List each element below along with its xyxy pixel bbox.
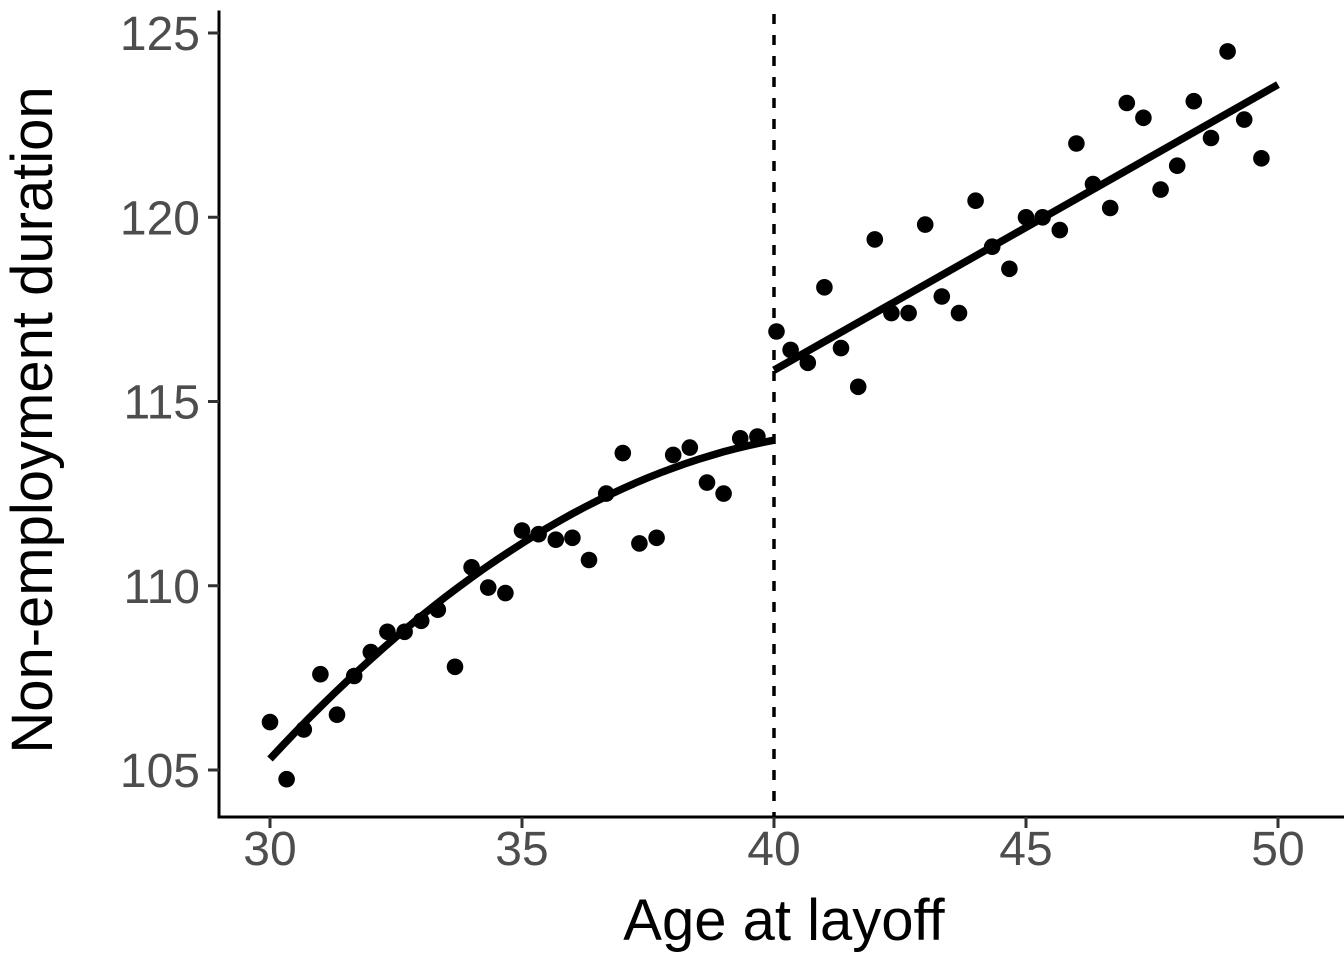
observations-left-point bbox=[261, 713, 279, 731]
observations-right-point bbox=[883, 304, 900, 322]
observations-right-point bbox=[816, 279, 833, 296]
observations-right-point bbox=[1017, 209, 1035, 226]
fit-right-line bbox=[772, 81, 1280, 374]
observations-left-point bbox=[731, 430, 749, 447]
observations-right-point bbox=[1118, 94, 1136, 112]
observations-left-point bbox=[513, 522, 531, 539]
observations-right-point bbox=[768, 323, 785, 340]
observations-left-point bbox=[648, 529, 665, 547]
observations-left-point bbox=[580, 551, 598, 569]
observations-left-point bbox=[396, 623, 413, 641]
observations-left-point bbox=[278, 770, 295, 788]
observations-left-point bbox=[547, 531, 565, 548]
y-axis-tick-label: 120 bbox=[120, 192, 200, 245]
observations-right-point bbox=[1001, 260, 1018, 278]
observations-right-point bbox=[1051, 221, 1069, 239]
observations-right-point bbox=[1235, 111, 1253, 128]
observations-right-point bbox=[1135, 109, 1152, 127]
observations-right-point bbox=[916, 216, 934, 233]
y-axis-tick-label: 110 bbox=[123, 561, 200, 614]
observations-right-point bbox=[950, 304, 968, 322]
x-axis-tick-label: 45 bbox=[999, 823, 1052, 876]
observations-left-point bbox=[446, 658, 464, 676]
observations-right-point bbox=[849, 378, 867, 396]
observations-right-point bbox=[1068, 135, 1085, 152]
observations-right-point bbox=[1202, 129, 1220, 147]
observations-right-point bbox=[1152, 181, 1169, 198]
observations-left-point bbox=[530, 525, 547, 543]
observations-left-point bbox=[295, 721, 313, 738]
observations-left-point bbox=[312, 665, 329, 683]
observations-left-point bbox=[715, 485, 732, 502]
observations-right-point bbox=[1253, 150, 1270, 167]
observations-left-point bbox=[497, 584, 514, 602]
observations-right-point bbox=[1084, 175, 1102, 193]
observations-right-point bbox=[799, 354, 817, 372]
observations-right-point bbox=[1185, 92, 1203, 110]
observations-left-point bbox=[379, 623, 396, 641]
y-axis-tick-label: 105 bbox=[120, 745, 200, 798]
x-axis-tick-label: 50 bbox=[1251, 823, 1304, 876]
observations-right-point bbox=[1101, 199, 1119, 217]
y-axis-tick-label: 125 bbox=[120, 8, 200, 61]
observations-left-point bbox=[463, 559, 480, 576]
observations-right-point bbox=[832, 339, 850, 357]
observations-right-point bbox=[933, 288, 951, 305]
observations-left-point bbox=[412, 612, 430, 630]
x-axis-tick-label: 40 bbox=[747, 823, 800, 876]
x-axis-tick-label: 30 bbox=[243, 823, 296, 876]
observations-left-point bbox=[631, 535, 648, 552]
observations-right-point bbox=[900, 304, 917, 322]
x-axis-tick-label: 35 bbox=[495, 823, 548, 876]
observations-left-point bbox=[345, 667, 363, 685]
observations-left-point bbox=[597, 485, 615, 502]
y-axis-title: Non-employment duration bbox=[0, 86, 65, 753]
y-axis-tick-label: 115 bbox=[123, 377, 200, 430]
observations-left-point bbox=[564, 529, 581, 547]
observations-left-point bbox=[749, 428, 766, 445]
observations-right-point bbox=[983, 238, 1001, 255]
observations-left-point bbox=[698, 474, 716, 491]
observations-left-point bbox=[429, 601, 447, 618]
observations-left-point bbox=[479, 579, 497, 596]
observations-left-point bbox=[362, 643, 380, 661]
observations-right-point bbox=[967, 192, 984, 209]
observations-left-point bbox=[681, 439, 699, 456]
observations-right-point bbox=[1219, 43, 1236, 60]
observations-left-point bbox=[664, 446, 682, 464]
observations-right-point bbox=[1168, 157, 1186, 174]
observations-right-point bbox=[866, 231, 884, 248]
observations-left-point bbox=[614, 444, 632, 462]
x-axis-title: Age at layoff bbox=[623, 888, 945, 953]
observations-left-point bbox=[328, 706, 346, 723]
observations-right-point bbox=[782, 341, 799, 359]
observations-right-point bbox=[1034, 209, 1051, 226]
